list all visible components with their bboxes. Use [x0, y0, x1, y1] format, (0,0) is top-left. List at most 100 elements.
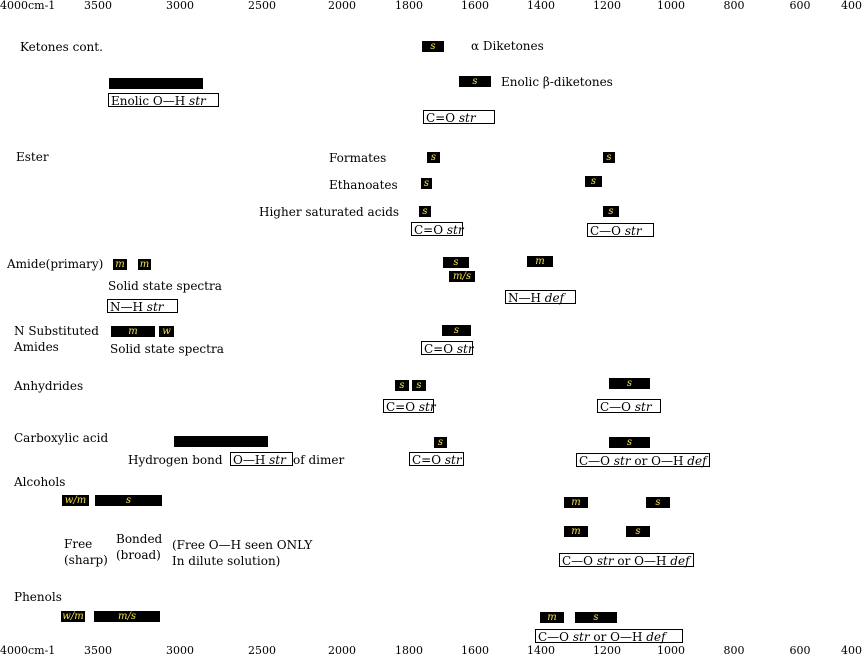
- group-label-ketones: Ketones cont.: [20, 40, 103, 54]
- annotation-mode: str: [458, 111, 476, 125]
- annotation-text: or O—H: [589, 630, 647, 644]
- band-alcohol-bonded-oh: s: [95, 495, 162, 506]
- annotation-text: N—H: [110, 300, 147, 314]
- label-hydrogen-bond: Hydrogen bond: [128, 453, 223, 467]
- band-nsub-nh-m: m: [111, 326, 155, 337]
- band-amide-nh-2: m: [138, 259, 151, 270]
- axis-tick: 1600: [461, 0, 489, 12]
- annotation-phenol-c-o-str: C—O str or O—H def: [535, 629, 683, 644]
- label-of-dimer: of dimer: [293, 453, 345, 467]
- axis-tick: 3500: [84, 644, 112, 657]
- band-phenol-bonded-oh: m/s: [94, 611, 160, 622]
- band-enolic-oh: [109, 78, 203, 89]
- annotation-text: C=O: [424, 342, 457, 356]
- annotation-mode: str: [446, 223, 464, 237]
- axis-tick: 800: [723, 0, 745, 12]
- annotation-nsub-co-str: C=O str: [421, 341, 474, 356]
- axis-tick: 2000: [328, 0, 356, 12]
- annotation-mode: str: [624, 224, 642, 238]
- band-formates-c-o: s: [603, 152, 615, 163]
- band-carboxylic-c-o: s: [609, 437, 650, 448]
- annotation-mode: str: [418, 400, 436, 414]
- label-solid-state-spectra: Solid state spectra: [110, 342, 224, 356]
- annotation-mode: str: [146, 300, 164, 314]
- annotation-text: or O—H: [613, 554, 671, 568]
- group-label-carboxylic-acid: Carboxylic acid: [14, 431, 109, 445]
- annotation-mode: str: [269, 453, 286, 467]
- group-label-amides: Amides: [14, 340, 59, 354]
- axis-tick: 1400: [527, 644, 555, 657]
- band-alcohol-m-2: m: [564, 526, 588, 537]
- band-amide-co: s: [443, 257, 469, 268]
- annotation-anhydride-co-str: C=O str: [383, 399, 436, 414]
- band-anhydride-c-o: s: [609, 378, 650, 389]
- label-enolic-beta-diketones: Enolic β-diketones: [501, 75, 613, 89]
- band-higher-c-o: s: [603, 206, 619, 217]
- band-alcohol-s-1: s: [646, 497, 670, 508]
- label-bonded: Bonded: [116, 532, 163, 546]
- annotation-mode: str: [613, 454, 631, 468]
- annotation-text: C=O: [426, 111, 459, 125]
- annotation-alcohol-c-o-str: C—O str or O—H def: [559, 553, 694, 568]
- annotation-mode: str: [456, 342, 474, 356]
- band-formates-co: s: [427, 152, 440, 163]
- axis-tick: 2500: [248, 0, 276, 12]
- band-phenol-m: m: [540, 612, 564, 623]
- axis-tick: 1000: [657, 644, 685, 657]
- annotation-text: C—O: [562, 554, 597, 568]
- axis-tick: 1200: [593, 644, 621, 657]
- band-ethanoates-c-o: s: [585, 176, 602, 187]
- annotation-text: C—O: [538, 630, 573, 644]
- group-label-anhydrides: Anhydrides: [14, 379, 84, 393]
- label-free-oh-note: (Free O—H seen ONLY: [172, 538, 313, 552]
- axis-tick: 1400: [527, 0, 555, 12]
- annotation-mode: str: [572, 630, 590, 644]
- annotation-mode: def: [670, 554, 690, 568]
- annotation-text: C=O: [412, 453, 445, 467]
- group-label-alcohols: Alcohols: [14, 475, 66, 489]
- group-label-ester: Ester: [16, 150, 49, 164]
- axis-tick: 3000: [166, 644, 194, 657]
- axis-tick: 1200: [593, 0, 621, 12]
- annotation-mode: str: [444, 453, 462, 467]
- band-carboxylic-co: s: [434, 437, 447, 448]
- band-amide-ms: m/s: [449, 271, 475, 282]
- annotation-ester-co-str: C=O str: [411, 222, 464, 237]
- band-amide-nh-1: m: [113, 259, 127, 270]
- annotation-ester-c-o-str: C—O str: [587, 223, 654, 238]
- band-alpha-diketones: s: [422, 41, 444, 52]
- axis-tick: 1600: [461, 644, 489, 657]
- band-enolic-beta: s: [459, 76, 491, 87]
- top-axis: 4000cm-1 3500 3000 2500 2000 1800 1600 1…: [0, 0, 862, 14]
- band-alcohol-free-oh: w/m: [62, 495, 89, 506]
- axis-tick: 4000cm-1: [0, 0, 56, 12]
- group-label-n-substituted: N Substituted: [14, 324, 99, 338]
- annotation-anhydride-c-o-str: C—O str: [597, 399, 661, 414]
- annotation-ketone-co-str: C=O str: [423, 110, 495, 125]
- axis-tick: 1800: [395, 644, 423, 657]
- band-nsub-co: s: [442, 325, 471, 336]
- axis-tick: 2500: [248, 644, 276, 657]
- band-amide-nh-def: m: [527, 256, 553, 267]
- annotation-text: O—H: [233, 453, 270, 467]
- band-phenol-free-oh: w/m: [61, 611, 85, 622]
- label-broad: (broad): [116, 548, 161, 562]
- annotation-carboxylic-co-str: C=O str: [409, 452, 464, 467]
- annotation-text: C—O: [600, 400, 635, 414]
- annotation-text: C=O: [386, 400, 419, 414]
- axis-tick: 3500: [84, 0, 112, 12]
- label-higher-saturated-acids: Higher saturated acids: [259, 205, 400, 219]
- bottom-axis: 4000cm-1 3500 3000 2500 2000 1800 1600 1…: [0, 645, 862, 659]
- band-nsub-nh-w: w: [159, 326, 174, 337]
- label-sharp: (sharp): [64, 553, 108, 567]
- label-formates: Formates: [329, 151, 387, 165]
- axis-tick: 400: [841, 0, 862, 12]
- axis-tick: 600: [789, 644, 811, 657]
- band-phenol-s: s: [575, 612, 617, 623]
- annotation-mode: def: [544, 291, 565, 305]
- axis-tick: 1000: [657, 0, 685, 12]
- annotation-enolic-oh-str: Enolic O—H str: [108, 93, 219, 108]
- band-anhydride-co-1: s: [395, 380, 409, 391]
- label-solid-state-spectra: Solid state spectra: [108, 279, 222, 293]
- annotation-mode: def: [687, 454, 707, 468]
